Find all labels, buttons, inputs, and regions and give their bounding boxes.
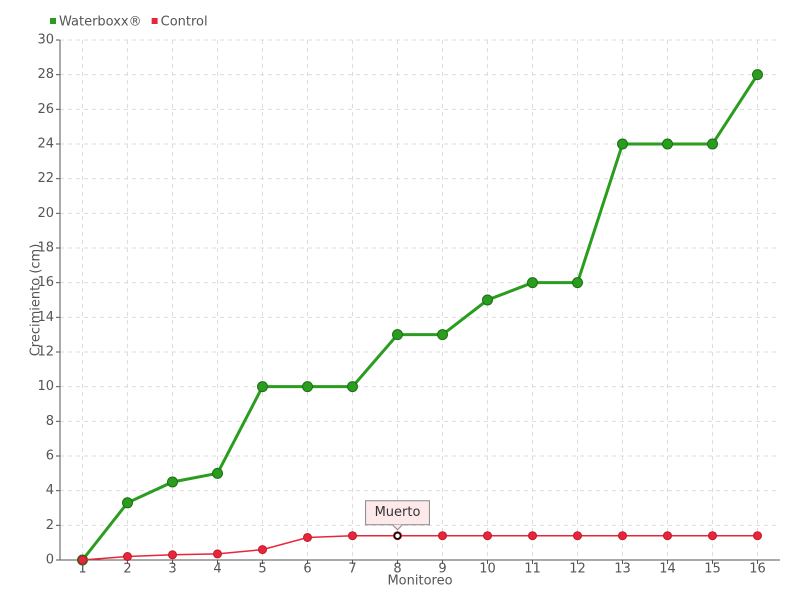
y-tick-label: 30 xyxy=(37,33,54,48)
y-tick-label: 12 xyxy=(37,345,54,360)
data-point xyxy=(168,550,177,560)
annotation-box xyxy=(365,500,430,526)
x-tick-label: 15 xyxy=(704,562,721,577)
x-tick-label: 11 xyxy=(524,562,541,577)
x-axis-label: Monitoreo xyxy=(387,574,452,589)
data-point xyxy=(438,531,447,541)
y-tick-label: 18 xyxy=(37,241,54,256)
data-point xyxy=(482,294,493,306)
y-tick-label: 8 xyxy=(46,414,54,429)
y-axis-label: Crecimiento (cm) xyxy=(29,244,44,357)
x-tick-label: 6 xyxy=(303,562,311,577)
data-point xyxy=(392,329,403,341)
y-tick-label: 0 xyxy=(46,553,54,568)
annotation: Muerto xyxy=(365,500,430,531)
x-tick-label: 1 xyxy=(78,562,86,577)
y-tick-label: 6 xyxy=(46,449,54,464)
data-point xyxy=(167,476,178,488)
x-tick-label: 2 xyxy=(123,562,131,577)
y-tick-label: 22 xyxy=(37,171,54,186)
y-tick-label: 16 xyxy=(37,275,54,290)
data-point xyxy=(303,532,312,542)
legend-label: Control xyxy=(161,15,208,30)
legend-swatch xyxy=(151,18,158,24)
x-tick-label: 10 xyxy=(479,562,496,577)
data-point xyxy=(752,69,763,81)
data-point xyxy=(663,531,672,541)
data-point xyxy=(213,549,222,559)
data-point xyxy=(258,545,267,555)
data-point xyxy=(662,138,673,150)
annotation-text: Muerto xyxy=(375,505,421,520)
data-point xyxy=(707,138,718,150)
data-point xyxy=(302,381,313,393)
data-point xyxy=(212,467,223,479)
y-tick-label: 4 xyxy=(46,483,54,498)
series-line xyxy=(81,73,759,561)
data-point xyxy=(573,531,582,541)
y-tick-label: 26 xyxy=(37,102,54,117)
y-tick-label: 28 xyxy=(37,67,54,82)
x-tick-label: 3 xyxy=(168,562,176,577)
data-point xyxy=(347,381,358,393)
data-point xyxy=(348,531,357,541)
x-tick-label: 7 xyxy=(348,562,356,577)
data-point xyxy=(753,531,762,541)
y-tick-label: 14 xyxy=(37,310,54,325)
data-point xyxy=(78,555,87,565)
x-tick-label: 8 xyxy=(393,562,401,577)
x-tick-label: 12 xyxy=(569,562,586,577)
data-point xyxy=(483,531,492,541)
data-point xyxy=(437,329,448,341)
x-tick-label: 13 xyxy=(614,562,631,577)
y-tick-label: 20 xyxy=(37,206,54,221)
data-point xyxy=(528,531,537,541)
y-tick-label: 2 xyxy=(46,518,54,533)
y-tick-label: 24 xyxy=(37,137,54,152)
legend-swatch xyxy=(50,18,56,24)
data-point xyxy=(618,531,627,541)
data-point xyxy=(572,277,583,289)
data-point xyxy=(708,531,717,541)
x-tick-label: 9 xyxy=(438,562,446,577)
data-point xyxy=(617,138,628,150)
annotation-marker xyxy=(393,531,402,540)
x-tick-label: 4 xyxy=(213,562,221,577)
x-tick-label: 14 xyxy=(659,562,676,577)
data-point xyxy=(122,497,133,509)
series-line xyxy=(82,534,758,561)
x-tick-label: 16 xyxy=(749,562,766,577)
data-point xyxy=(257,381,268,393)
x-tick-label: 5 xyxy=(258,562,266,577)
data-point xyxy=(527,277,538,289)
y-tick-label: 10 xyxy=(37,379,54,394)
annotation-pointer xyxy=(392,524,403,531)
legend-label: Waterboxx® xyxy=(59,15,142,30)
data-point xyxy=(123,552,132,562)
